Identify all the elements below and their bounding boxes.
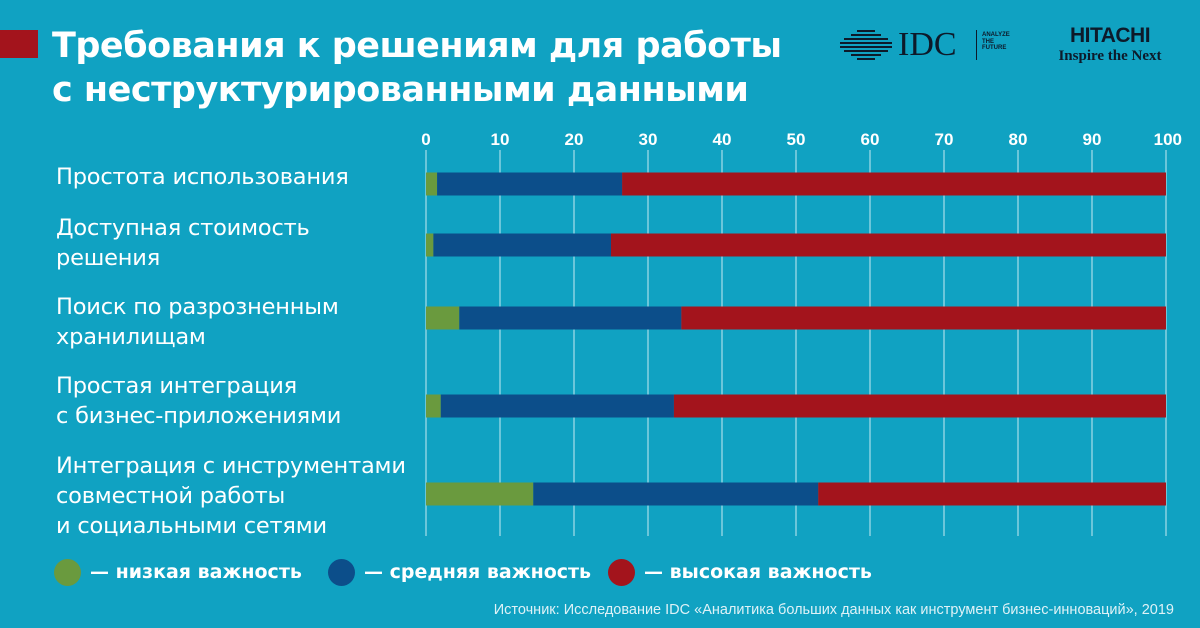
category-label: Доступная стоимость решения (56, 213, 426, 273)
idc-tagline-line: ANALYZE (982, 32, 1010, 38)
category-label-line: хранилищам (56, 324, 206, 350)
legend-label-medium: — средняя важность (364, 561, 592, 583)
category-label-line: Поиск по разрозненным (56, 294, 339, 320)
bar-segment-medium (459, 306, 682, 330)
x-tick-label: 50 (787, 130, 806, 149)
chart-grid (425, 150, 1167, 536)
idc-tagline-line: THE (982, 38, 994, 45)
bar-segment-low (426, 306, 460, 330)
bar-segment-medium (437, 172, 623, 196)
x-tick-label: 40 (713, 130, 732, 149)
bar-segment-low (426, 233, 434, 257)
x-tick-label: 30 (639, 130, 658, 149)
bar-segment-low (426, 172, 438, 196)
chart-title-line-2: с неструктурированными данными (52, 70, 749, 110)
x-tick-label: 80 (1009, 130, 1028, 149)
idc-logo: IDC ANALYZE THE FUTURE (840, 26, 1030, 66)
hitachi-slogan: Inspire the Next (1058, 48, 1162, 64)
legend-swatch-low (54, 559, 81, 586)
legend-label-low: — низкая важность (90, 561, 302, 583)
bar-segment-low (426, 394, 441, 418)
chart-title: Требования к решениям для работы с нестр… (52, 24, 782, 112)
hitachi-wordmark: HITACHI (1069, 24, 1151, 47)
bar-segment-high (673, 394, 1166, 418)
bar-segment-low (426, 482, 534, 506)
bar-segment-medium (533, 482, 819, 506)
x-tick-label: 60 (861, 130, 880, 149)
hitachi-logo: HITACHI Inspire the Next (1040, 24, 1180, 64)
idc-globe-icon (840, 30, 892, 60)
category-label: Поиск по разрозненным хранилищам (56, 292, 426, 352)
bar-segment-high (622, 172, 1166, 196)
x-tick-label: 10 (491, 130, 510, 149)
legend-label-high: — высокая важность (644, 561, 872, 583)
x-tick-label: 0 (421, 130, 430, 149)
category-label-line: решения (56, 245, 161, 271)
legend-swatch-medium (328, 559, 355, 586)
category-label: Простая интеграция с бизнес-приложениями (56, 371, 426, 431)
chart-title-line-1: Требования к решениям для работы (52, 26, 782, 66)
idc-divider (976, 30, 977, 60)
bar-segment-medium (440, 394, 674, 418)
category-label-line: Интеграция с инструментами (56, 453, 406, 479)
category-label-line: с бизнес-приложениями (56, 403, 342, 429)
x-tick-label: 20 (565, 130, 584, 149)
bar-segment-high (681, 306, 1166, 330)
idc-tagline-line: FUTURE (982, 45, 1007, 51)
chart-bars (426, 172, 1166, 506)
bar-segment-high (818, 482, 1166, 506)
idc-tagline: ANALYZE THE FUTURE (982, 32, 1022, 52)
category-label-line: совместной работы (56, 483, 286, 509)
category-label-line: и социальными сетями (56, 513, 327, 539)
category-label-line: Доступная стоимость (56, 215, 310, 241)
x-tick-label: 90 (1083, 130, 1102, 149)
category-label: Интеграция с инструментами совместной раб… (56, 451, 426, 541)
category-label: Простота использования (56, 162, 426, 192)
category-label-line: Простота использования (56, 164, 349, 190)
bar-segment-high (611, 233, 1166, 257)
legend-swatch-high (608, 559, 635, 586)
source-note: Источник: Исследование IDC «Аналитика бо… (493, 602, 1174, 618)
x-tick-label: 70 (935, 130, 954, 149)
idc-wordmark: IDC (898, 26, 957, 63)
chart-x-axis: 0 10 20 30 40 50 60 70 80 90 100 (421, 130, 1182, 149)
x-tick-label: 100 (1154, 130, 1182, 149)
category-label-line: Простая интеграция (56, 373, 297, 399)
bar-segment-medium (433, 233, 611, 257)
title-accent-bar (0, 30, 38, 58)
